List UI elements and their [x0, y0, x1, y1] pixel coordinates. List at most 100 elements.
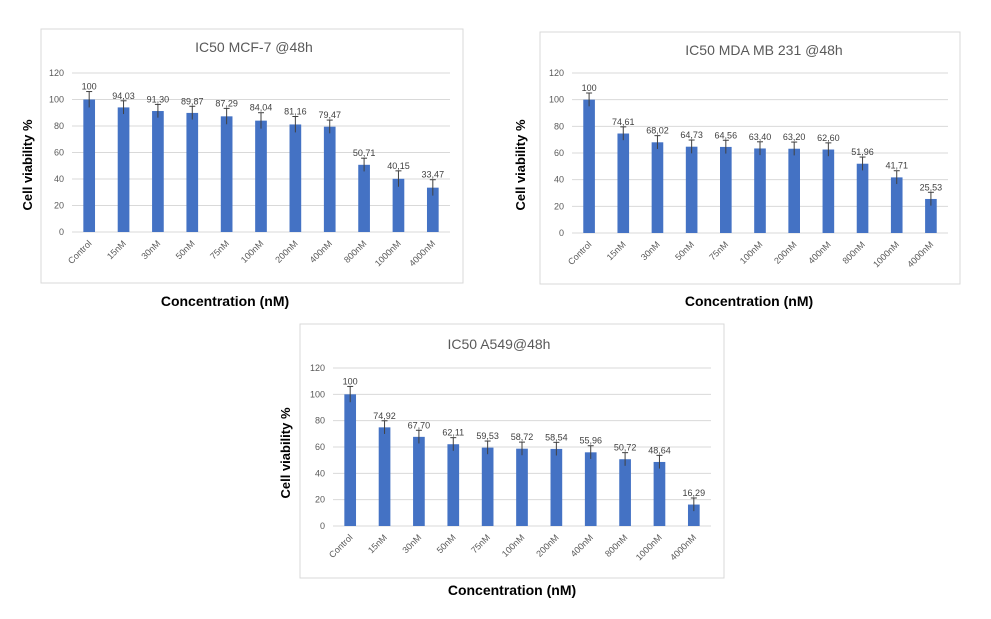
bar: [856, 163, 869, 233]
data-label: 87,29: [215, 98, 238, 108]
bar: [220, 116, 233, 232]
bar: [925, 198, 937, 233]
bar: [653, 461, 666, 526]
chart-title: IC50 MCF-7 @48h: [195, 39, 313, 55]
x-axis-title: Concentration (nM): [448, 582, 576, 598]
data-label: 100: [82, 82, 97, 92]
y-tick-label: 0: [59, 227, 64, 237]
data-label: 50,72: [614, 443, 637, 453]
bar: [617, 133, 630, 233]
data-label: 59,53: [476, 431, 499, 441]
y-axis-title: Cell viability %: [513, 119, 528, 210]
bar: [550, 448, 563, 526]
y-tick-label: 0: [320, 521, 325, 531]
y-tick-label: 40: [54, 174, 64, 184]
y-tick-label: 120: [310, 363, 325, 373]
data-label: 91,30: [147, 94, 170, 104]
y-tick-label: 20: [554, 201, 564, 211]
chart-frame: [539, 31, 961, 285]
data-label: 74,92: [373, 411, 396, 421]
bar: [447, 444, 460, 526]
data-label: 84,04: [250, 103, 273, 113]
y-axis-title: Cell viability %: [20, 119, 35, 210]
bar: [651, 142, 664, 233]
bar: [685, 146, 698, 233]
bar: [720, 146, 732, 233]
data-label: 58,72: [511, 432, 534, 442]
chart-title: IC50 MDA MB 231 @48h: [685, 42, 842, 58]
bar: [754, 148, 766, 233]
plot-area: 020406080100120100Control94,0315nM91,303…: [49, 68, 450, 268]
y-tick-label: 20: [315, 495, 325, 505]
x-axis-title: Concentration (nM): [161, 293, 289, 309]
bar: [426, 187, 439, 232]
bar: [584, 452, 597, 526]
data-label: 62,11: [442, 428, 464, 438]
chart-title: IC50 A549@48h: [448, 336, 551, 352]
y-tick-label: 80: [54, 121, 64, 131]
y-tick-label: 40: [554, 175, 564, 185]
data-label: 62,60: [817, 133, 840, 143]
y-tick-label: 0: [559, 228, 564, 238]
y-tick-label: 60: [54, 148, 64, 158]
data-label: 40,15: [387, 161, 410, 171]
chart-a549: IC50 A549@48h 0 20 40 60 80 100 120 100 Control 7…: [270, 320, 730, 619]
y-tick-label: 60: [554, 148, 564, 158]
bar: [83, 99, 96, 232]
chart-mcf7-svg: IC50 MCF-7 @48h 020406080100120100Contro…: [20, 28, 464, 309]
bar: [186, 112, 199, 232]
data-label: 51,96: [851, 147, 874, 157]
y-tick-label: 80: [315, 416, 325, 426]
bar: [481, 447, 494, 526]
y-tick-label: 120: [549, 68, 564, 78]
data-label: 50,71: [353, 148, 376, 158]
data-label: 94,03: [112, 91, 135, 101]
bar: [413, 436, 425, 526]
data-label: 33,47: [422, 170, 445, 180]
data-label: 89,87: [181, 96, 204, 106]
bar: [289, 124, 302, 232]
chart-frame: [40, 28, 464, 284]
y-tick-label: 80: [554, 121, 564, 131]
data-label: 81,16: [284, 107, 307, 117]
bar: [344, 394, 357, 526]
data-label: 74,61: [612, 117, 635, 127]
bar: [323, 126, 336, 232]
data-label: 48,64: [648, 445, 671, 455]
bar: [516, 448, 528, 526]
data-label: 63,40: [749, 132, 772, 142]
bar: [822, 149, 835, 233]
data-label: 25,53: [920, 182, 943, 192]
bar: [392, 178, 405, 232]
y-axis-title: Cell viability %: [278, 407, 293, 498]
bar: [152, 111, 164, 232]
data-label: 55,96: [579, 436, 602, 446]
data-label: 67,70: [408, 420, 431, 430]
y-tick-label: 100: [549, 95, 564, 105]
data-label: 64,56: [715, 130, 738, 140]
bar: [117, 107, 130, 232]
bar: [687, 504, 700, 526]
bar: [890, 177, 903, 233]
y-tick-label: 60: [315, 442, 325, 452]
y-tick-label: 120: [49, 68, 64, 78]
y-tick-label: 20: [54, 201, 64, 211]
data-label: 79,47: [318, 110, 341, 120]
chart-a549-svg: IC50 A549@48h 020406080100120100Control7…: [278, 323, 725, 598]
bar: [583, 99, 595, 234]
chart-mda-mb-231-svg: IC50 MDA MB 231 @48h 0 20 40 60 80 100 120 100 C…: [513, 31, 961, 309]
y-tick-label: 40: [315, 468, 325, 478]
chart-frame: [299, 323, 725, 579]
bar: [255, 120, 267, 232]
data-label: 41,71: [885, 161, 908, 171]
data-label: 63,20: [783, 132, 806, 142]
data-label: 100: [582, 83, 597, 93]
data-label: 64,73: [680, 130, 703, 140]
x-axis-title: Concentration (nM): [685, 293, 813, 309]
y-tick-label: 100: [49, 95, 64, 105]
bar: [619, 459, 631, 526]
data-label: 16,29: [683, 488, 706, 498]
data-label: 68,02: [646, 126, 669, 136]
chart-mcf7: IC50 MCF-7 @48h 0 20 40 60 80 100 120 100 Contro…: [0, 0, 480, 320]
bar: [378, 427, 391, 526]
